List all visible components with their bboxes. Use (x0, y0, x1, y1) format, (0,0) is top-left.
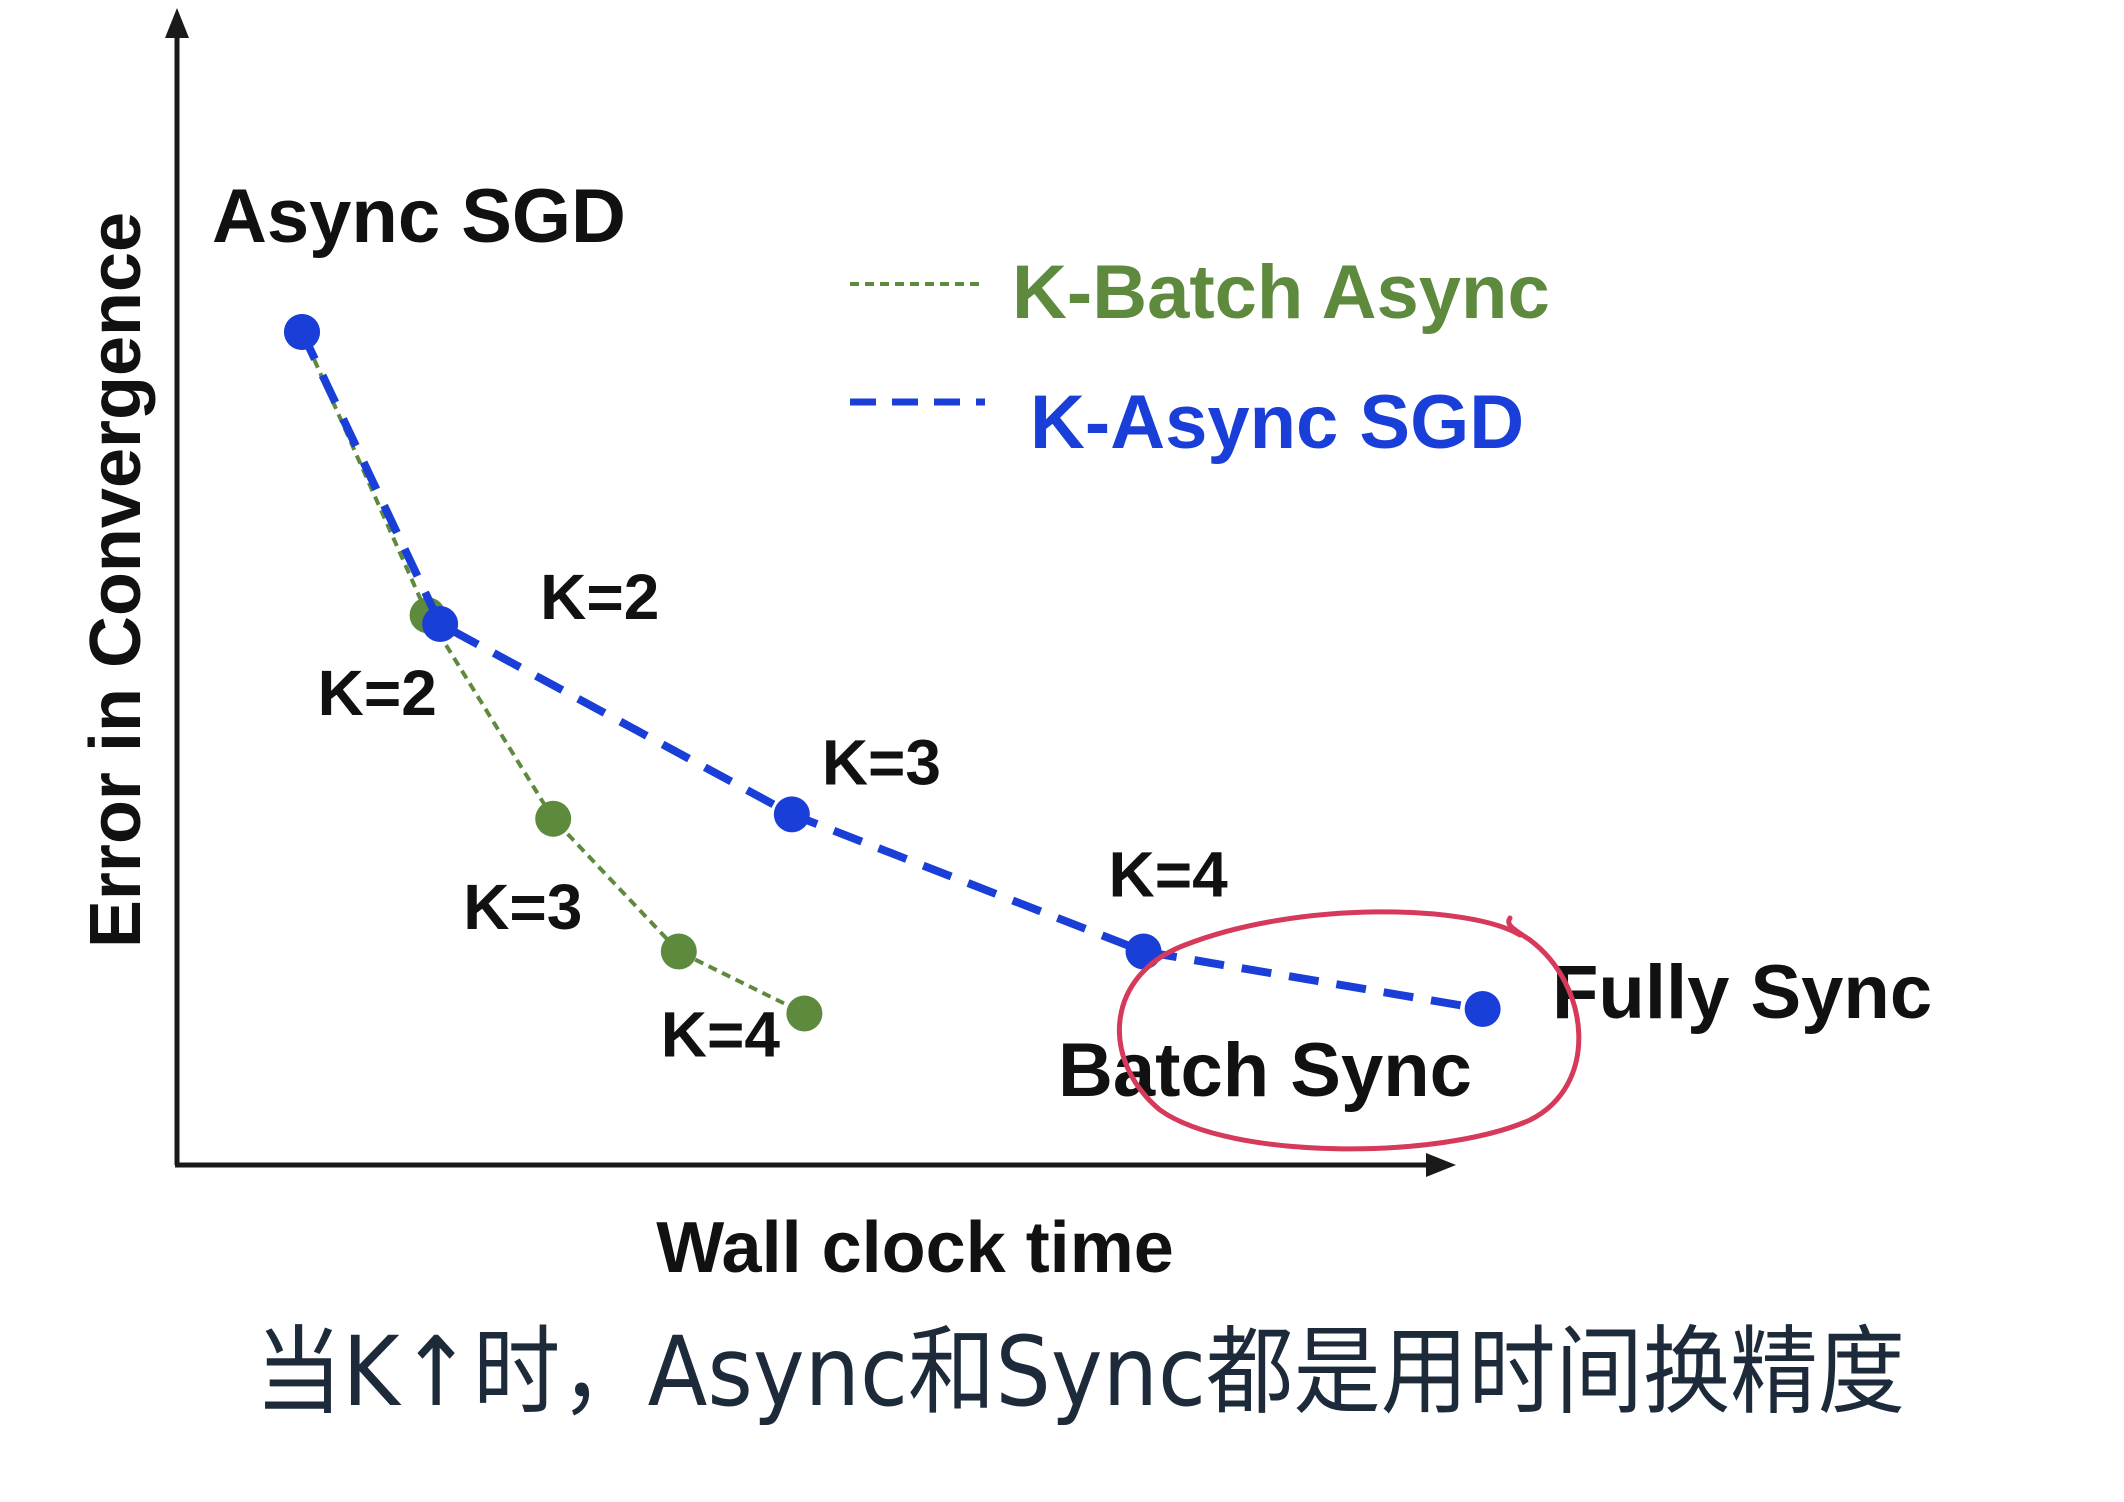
x-axis-arrow (1426, 1153, 1456, 1177)
handwritten-note: 当K↑时，Async和Sync都是用时间换精度 (255, 1316, 1905, 1428)
data-point (660, 933, 697, 970)
data-point (773, 796, 810, 833)
annotation-circle (1116, 909, 1582, 1152)
y-axis-arrow (165, 8, 189, 38)
point-label: K=2 (318, 657, 437, 729)
start-label-async-sgd: Async SGD (212, 174, 626, 259)
legend-label-k-async-sgd: K-Async SGD (1030, 380, 1524, 465)
point-label: K=4 (1109, 839, 1229, 911)
point-label: K=2 (540, 561, 659, 633)
data-point (535, 800, 572, 837)
legend-label-k-batch-async: K-Batch Async (1012, 250, 1550, 335)
point-label: K=3 (463, 871, 582, 943)
axes (165, 8, 1456, 1177)
end-label-fully-sync: Fully Sync (1552, 950, 1932, 1035)
data-point (1125, 933, 1162, 970)
y-axis-label: Error in Convergence (76, 212, 156, 948)
data-point (786, 995, 823, 1032)
data-point (422, 606, 459, 643)
legend: K-Batch Async K-Async SGD (850, 250, 1550, 465)
x-axis-label: Wall clock time (656, 1208, 1174, 1288)
point-label: K=4 (661, 999, 781, 1071)
data-point (284, 314, 320, 350)
series-k-batch-async: K=2 K=3 K=4 (284, 314, 823, 1071)
data-point (1464, 991, 1501, 1028)
point-label: K=3 (822, 726, 941, 798)
